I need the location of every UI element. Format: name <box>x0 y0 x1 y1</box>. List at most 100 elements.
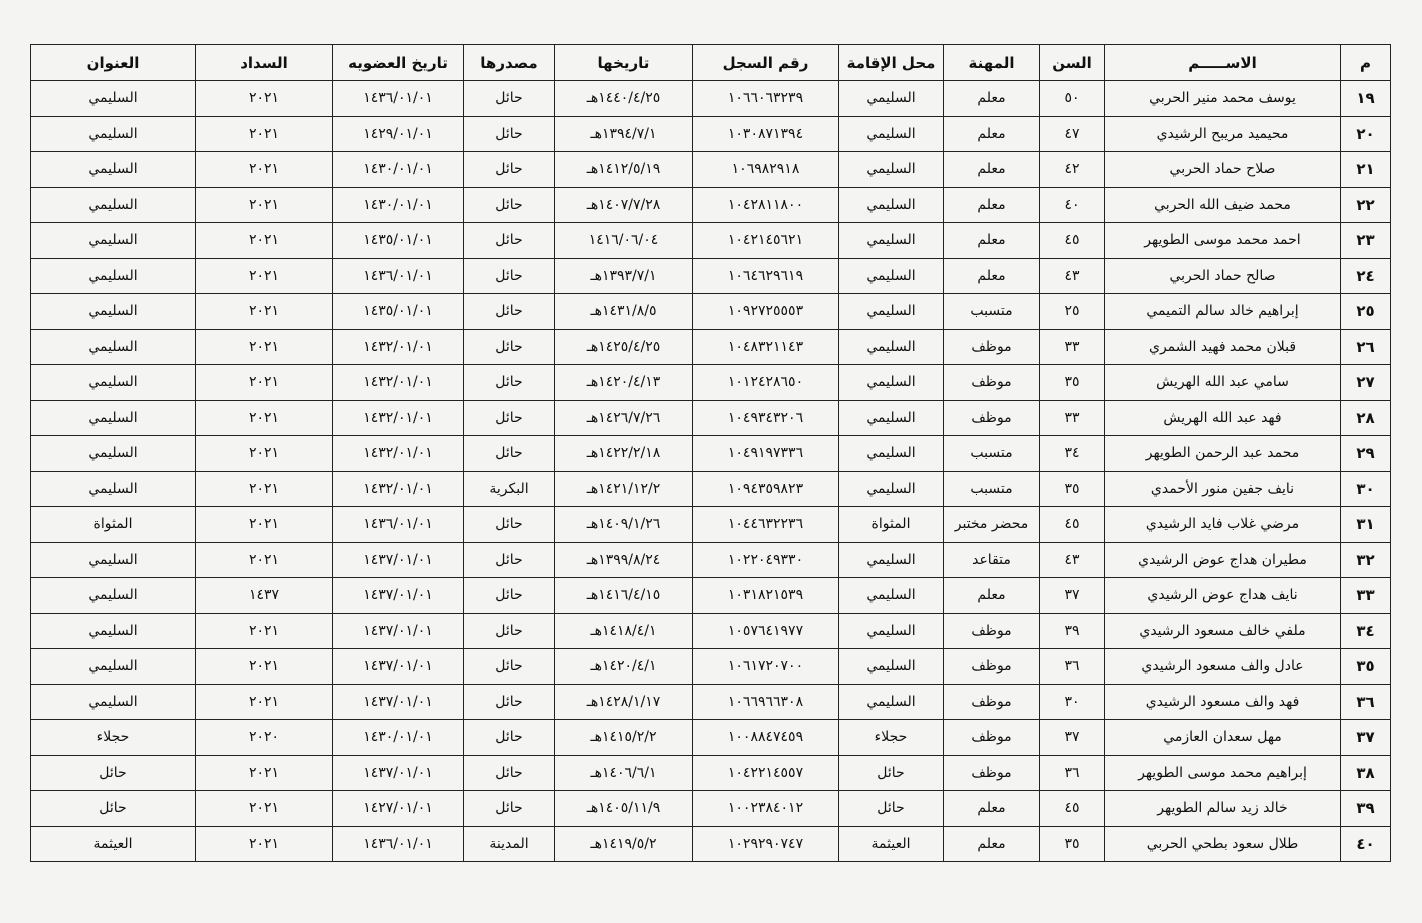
table-row: ٣٠ نايف جفين منور الأحمدي ٣٥ متسبب السليمي ١٠… <box>30 470 1391 507</box>
table-cell: ١٠٣٠٨٧١٣٩٤ <box>692 115 839 152</box>
table-cell: ١٤١٦/٠٦/٠٤ <box>554 222 693 259</box>
table-cell: ٢١ <box>1340 151 1391 188</box>
table-cell: ١٠٤٢٨١١٨٠٠ <box>692 186 839 223</box>
table-cell: السليمي <box>30 115 196 152</box>
table-cell: السليمي <box>30 399 196 436</box>
table-cell: السليمي <box>838 257 944 294</box>
table-cell: ٢٢ <box>1340 186 1391 223</box>
table-cell: متسبب <box>943 435 1040 472</box>
table-cell: ٢٠٢١ <box>195 399 333 436</box>
table-cell: ٣٣ <box>1039 399 1105 436</box>
table-row: ٢٣ احمد محمد موسى الطويهر ٤٥ معلم السليمي ١٠٤… <box>30 222 1391 259</box>
table-cell: ٣٥ <box>1039 364 1105 401</box>
table-row: ٣٩ خالد زيد سالم الطويهر ٤٥ معلم حائل ١٠٠٢٣٨٤… <box>30 790 1391 827</box>
table-cell: قبلان محمد فهيد الشمري <box>1104 328 1341 365</box>
table-cell: ٢٠٢١ <box>195 612 333 649</box>
table-cell: ١٠٢٩٢٩٠٧٤٧ <box>692 825 839 862</box>
table-cell: ٣٥ <box>1039 470 1105 507</box>
table-cell: ١٤٠٦/٦/١هـ <box>554 754 693 791</box>
table-cell: حائل <box>463 257 555 294</box>
table-cell: ١٠٦١٧٢٠٧٠٠ <box>692 648 839 685</box>
table-cell: ١٠٥٧٦٤١٩٧٧ <box>692 612 839 649</box>
table-cell: حائل <box>463 399 555 436</box>
table-cell: معلم <box>943 80 1040 117</box>
table-cell: ١٤١٩/٥/٢هـ <box>554 825 693 862</box>
table-cell: حائل <box>463 683 555 720</box>
table-cell: ٣٤ <box>1340 612 1391 649</box>
table-cell: ٢٠٢١ <box>195 506 333 543</box>
table-cell: السليمي <box>838 683 944 720</box>
table-cell: محضر مختبر <box>943 506 1040 543</box>
table-cell: ١٠٠٢٣٨٤٠١٢ <box>692 790 839 827</box>
table-cell: ٤٧ <box>1039 115 1105 152</box>
table-cell: السليمي <box>838 612 944 649</box>
table-cell: السليمي <box>838 470 944 507</box>
table-cell: السليمي <box>838 222 944 259</box>
table-cell: ٢٠٢١ <box>195 115 333 152</box>
table-cell: فهد عبد الله الهريش <box>1104 399 1341 436</box>
table-cell: ١٤٠٩/١/٢٦هـ <box>554 506 693 543</box>
table-cell: ١٤٢٠/٤/١٣هـ <box>554 364 693 401</box>
table-cell: ٢٠٢١ <box>195 151 333 188</box>
table-cell: ١٠٤٩٣٤٣٢٠٦ <box>692 399 839 436</box>
table-cell: ١٠٤٨٣٢١١٤٣ <box>692 328 839 365</box>
table-cell: نايف هداج عوض الرشيدي <box>1104 577 1341 614</box>
table-row: ٢٤ صالح حماد الحربي ٤٣ معلم السليمي ١٠٦٤٦٢٩٦١… <box>30 257 1391 294</box>
table-cell: ٤٠ <box>1340 825 1391 862</box>
table-cell: ٣٢ <box>1340 541 1391 578</box>
table-cell: ١٤٣٦/٠١/٠١ <box>332 80 464 117</box>
table-row: ٣٨ إبراهيم محمد موسى الطويهر ٣٦ موظف حائل ١٠٤… <box>30 754 1391 791</box>
table-cell: ٢٠٢١ <box>195 825 333 862</box>
table-cell: المدينة <box>463 825 555 862</box>
table-row: ٢٦ قبلان محمد فهيد الشمري ٣٣ موظف السليمي ١٠٤… <box>30 328 1391 365</box>
table-row: ٢٠ محيميد مريبح الرشيدي ٤٧ معلم السليمي ١٠٣٠٨… <box>30 115 1391 152</box>
table-cell: ٢٠٢١ <box>195 293 333 330</box>
table-cell: ١٤٣٢/٠١/٠١ <box>332 399 464 436</box>
table-cell: ٣٣ <box>1340 577 1391 614</box>
table-cell: حائل <box>463 790 555 827</box>
table-cell: ١٤٠٥/١١/٩هـ <box>554 790 693 827</box>
table-cell: موظف <box>943 683 1040 720</box>
table-cell: ١٤٣٢/٠١/٠١ <box>332 470 464 507</box>
table-cell: ٤٥ <box>1039 506 1105 543</box>
table-cell: حائل <box>463 328 555 365</box>
table-cell: ١٠٩٤٣٥٩٨٢٣ <box>692 470 839 507</box>
table-cell: ٢٤ <box>1340 257 1391 294</box>
table-cell: ١٤٣٠/٠١/٠١ <box>332 151 464 188</box>
table-cell: ٣٦ <box>1039 648 1105 685</box>
table-cell: ٣٧ <box>1039 719 1105 756</box>
table-cell: ٣٧ <box>1039 577 1105 614</box>
table-cell: ١٠٦٤٦٢٩٦١٩ <box>692 257 839 294</box>
table-cell: عادل والف مسعود الرشيدي <box>1104 648 1341 685</box>
table-cell: حائل <box>463 435 555 472</box>
table-cell: حائل <box>463 648 555 685</box>
table-cell: ١٤٣٥/٠١/٠١ <box>332 293 464 330</box>
table-cell: ٢٨ <box>1340 399 1391 436</box>
table-cell: ٤٠ <box>1039 186 1105 223</box>
table-cell: ١٣٩٤/٧/١هـ <box>554 115 693 152</box>
table-cell: حجلاء <box>838 719 944 756</box>
table-cell: ١٩ <box>1340 80 1391 117</box>
table-cell: السليمي <box>30 293 196 330</box>
table-cell: العيثمة <box>30 825 196 862</box>
table-cell: السليمي <box>838 648 944 685</box>
table-cell: ٢٣ <box>1340 222 1391 259</box>
table-cell: ١٤١٨/٤/١هـ <box>554 612 693 649</box>
table-cell: السليمي <box>30 612 196 649</box>
table-cell: ١٤٣٠/٠١/٠١ <box>332 186 464 223</box>
table-body: ١٩ يوسف محمد منير الحربي ٥٠ معلم السليمي ١٠٦٦… <box>30 80 1391 862</box>
table-cell: فهد والف مسعود الرشيدي <box>1104 683 1341 720</box>
table-cell: ٥٠ <box>1039 80 1105 117</box>
table-cell: مرضي غلاب فايد الرشيدي <box>1104 506 1341 543</box>
members-table: م الاســـــم السن المهنة محل الإقامة رقم السج… <box>30 44 1391 862</box>
table-cell: السليمي <box>30 435 196 472</box>
table-cell: ١٠٤٤٦٣٢٢٣٦ <box>692 506 839 543</box>
table-cell: صالح حماد الحربي <box>1104 257 1341 294</box>
table-cell: ٢٥ <box>1039 293 1105 330</box>
header-cell: السن <box>1039 44 1105 81</box>
table-cell: ٢٠٢٠ <box>195 719 333 756</box>
table-cell: ١٤٢٦/٧/٢٦هـ <box>554 399 693 436</box>
table-cell: السليمي <box>838 364 944 401</box>
table-cell: ١٤٢٥/٤/٢٥هـ <box>554 328 693 365</box>
table-cell: ٤٥ <box>1039 790 1105 827</box>
